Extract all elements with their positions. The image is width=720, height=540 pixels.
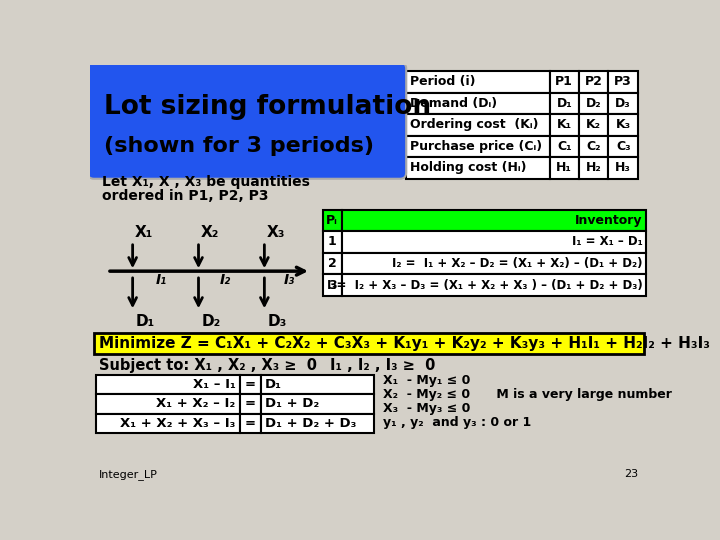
Bar xyxy=(608,136,638,157)
Text: X₁: X₁ xyxy=(135,225,153,240)
Text: Lot sizing formulation: Lot sizing formulation xyxy=(104,94,431,120)
Text: X₂  - My₂ ≤ 0      M is a very large number: X₂ - My₂ ≤ 0 M is a very large number xyxy=(383,388,672,401)
Text: 23: 23 xyxy=(624,469,639,480)
Text: Integer_LP: Integer_LP xyxy=(99,469,158,480)
Bar xyxy=(406,136,549,157)
Text: Period (i): Period (i) xyxy=(410,75,476,88)
Bar xyxy=(549,157,579,179)
Bar xyxy=(579,136,608,157)
Bar xyxy=(549,92,579,114)
Bar xyxy=(94,333,644,354)
Text: Purchase price (Cᵢ): Purchase price (Cᵢ) xyxy=(410,140,542,153)
Text: K₃: K₃ xyxy=(616,118,631,131)
Text: 1: 1 xyxy=(328,235,336,248)
Text: ordered in P1, P2, P3: ordered in P1, P2, P3 xyxy=(102,188,268,202)
Bar xyxy=(323,274,342,296)
Text: X₁  - My₁ ≤ 0: X₁ - My₁ ≤ 0 xyxy=(383,374,470,387)
Bar xyxy=(240,394,261,414)
Text: H₁: H₁ xyxy=(557,161,572,174)
Bar xyxy=(579,92,608,114)
Text: X₃  - My₃ ≤ 0: X₃ - My₃ ≤ 0 xyxy=(383,402,470,415)
Text: I₂: I₂ xyxy=(220,273,231,287)
Text: X₃: X₃ xyxy=(266,225,285,240)
Text: =: = xyxy=(245,378,256,392)
Bar xyxy=(579,71,608,92)
Text: 2: 2 xyxy=(328,257,336,270)
Text: P1: P1 xyxy=(555,75,573,88)
Text: I₃: I₃ xyxy=(284,273,295,287)
FancyBboxPatch shape xyxy=(88,63,406,179)
Bar xyxy=(406,71,549,92)
Bar xyxy=(342,253,646,274)
Text: D₃: D₃ xyxy=(616,97,631,110)
Bar xyxy=(323,210,342,231)
Text: D₁ + D₂: D₁ + D₂ xyxy=(265,397,320,410)
Text: P2: P2 xyxy=(585,75,603,88)
Text: Ordering cost  (Kᵢ): Ordering cost (Kᵢ) xyxy=(410,118,539,131)
Text: y₁ , y₂  and y₃ : 0 or 1: y₁ , y₂ and y₃ : 0 or 1 xyxy=(383,416,531,429)
Bar xyxy=(342,231,646,253)
Text: Minimize Z = C₁X₁ + C₂X₂ + C₃X₃ + K₁y₁ + K₂y₂ + K₃y₃ + H₁I₁ + H₂I₂ + H₃I₃: Minimize Z = C₁X₁ + C₂X₂ + C₃X₃ + K₁y₁ +… xyxy=(99,336,711,351)
Text: Let X₁, X , X₃ be quantities: Let X₁, X , X₃ be quantities xyxy=(102,175,310,189)
Bar xyxy=(342,210,646,231)
Bar xyxy=(579,114,608,136)
Bar xyxy=(323,231,342,253)
Bar xyxy=(261,394,374,414)
Bar xyxy=(608,114,638,136)
Bar xyxy=(96,414,240,433)
Text: Subject to: X₁ , X₂ , X₃ ≥  0: Subject to: X₁ , X₂ , X₃ ≥ 0 xyxy=(99,357,318,373)
Text: (shown for 3 periods): (shown for 3 periods) xyxy=(104,136,374,156)
Text: C₁: C₁ xyxy=(557,140,572,153)
Text: D₁: D₁ xyxy=(265,378,282,392)
Bar xyxy=(608,92,638,114)
Text: I₃=  I₂ + X₃ – D₃ = (X₁ + X₂ + X₃ ) – (D₁ + D₂ + D₃): I₃= I₂ + X₃ – D₃ = (X₁ + X₂ + X₃ ) – (D₁… xyxy=(327,279,642,292)
Bar xyxy=(342,274,646,296)
Text: I₁ = X₁ – D₁: I₁ = X₁ – D₁ xyxy=(572,235,642,248)
Text: 3: 3 xyxy=(328,279,336,292)
Text: X₁ + X₂ – I₂: X₁ + X₂ – I₂ xyxy=(156,397,235,410)
Bar xyxy=(608,157,638,179)
Text: Inventory: Inventory xyxy=(575,214,642,227)
Text: =: = xyxy=(245,397,256,410)
Bar xyxy=(549,71,579,92)
Bar xyxy=(549,136,579,157)
Text: I₂ =  I₁ + X₂ – D₂ = (X₁ + X₂) – (D₁ + D₂): I₂ = I₁ + X₂ – D₂ = (X₁ + X₂) – (D₁ + D₂… xyxy=(392,257,642,270)
Bar xyxy=(406,157,549,179)
Bar xyxy=(406,114,549,136)
Bar xyxy=(608,71,638,92)
Text: I₁ , I₂ , I₃ ≥  0: I₁ , I₂ , I₃ ≥ 0 xyxy=(330,357,436,373)
Text: X₁ + X₂ + X₃ – I₃: X₁ + X₂ + X₃ – I₃ xyxy=(120,417,235,430)
Text: D₁: D₁ xyxy=(136,314,155,328)
Text: D₁ + D₂ + D₃: D₁ + D₂ + D₃ xyxy=(265,417,356,430)
Bar xyxy=(240,414,261,433)
Text: Demand (Dᵢ): Demand (Dᵢ) xyxy=(410,97,498,110)
Bar xyxy=(549,114,579,136)
Text: Pᵢ: Pᵢ xyxy=(326,214,338,227)
Text: D₃: D₃ xyxy=(267,314,287,328)
Bar xyxy=(96,375,240,394)
Bar xyxy=(240,375,261,394)
Text: D₂: D₂ xyxy=(202,314,221,328)
Bar xyxy=(323,253,342,274)
Text: Holding cost (Hᵢ): Holding cost (Hᵢ) xyxy=(410,161,526,174)
Bar xyxy=(579,157,608,179)
Text: P3: P3 xyxy=(614,75,632,88)
Text: H₂: H₂ xyxy=(586,161,602,174)
Bar xyxy=(261,375,374,394)
Text: D₁: D₁ xyxy=(557,97,572,110)
Text: D₂: D₂ xyxy=(586,97,602,110)
Text: =: = xyxy=(245,417,256,430)
Text: C₂: C₂ xyxy=(587,140,601,153)
Text: I₁: I₁ xyxy=(156,273,167,287)
Text: X₁ – I₁: X₁ – I₁ xyxy=(193,378,235,392)
Text: K₁: K₁ xyxy=(557,118,572,131)
Bar xyxy=(96,394,240,414)
Text: K₂: K₂ xyxy=(586,118,601,131)
Text: X₂: X₂ xyxy=(201,225,219,240)
Bar xyxy=(406,92,549,114)
Text: C₃: C₃ xyxy=(616,140,631,153)
Text: H₃: H₃ xyxy=(616,161,631,174)
Bar xyxy=(261,414,374,433)
